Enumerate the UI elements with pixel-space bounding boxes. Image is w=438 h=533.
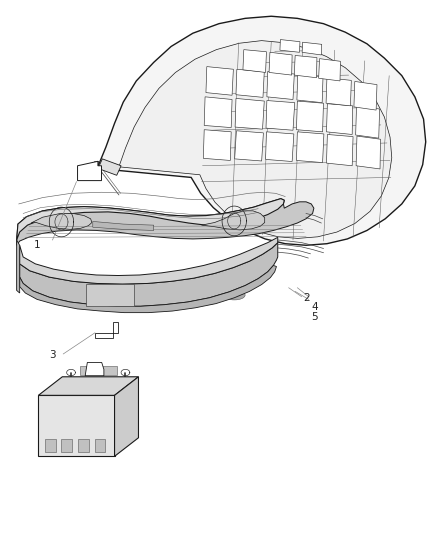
Polygon shape bbox=[97, 16, 426, 245]
Polygon shape bbox=[39, 395, 115, 456]
Polygon shape bbox=[201, 211, 265, 230]
Polygon shape bbox=[20, 265, 276, 313]
Polygon shape bbox=[206, 67, 233, 95]
Polygon shape bbox=[297, 75, 323, 103]
Polygon shape bbox=[20, 237, 278, 284]
Bar bbox=[86, 284, 134, 306]
Text: 2: 2 bbox=[303, 293, 310, 303]
Ellipse shape bbox=[41, 291, 67, 303]
Polygon shape bbox=[269, 52, 292, 75]
Polygon shape bbox=[115, 377, 138, 456]
Polygon shape bbox=[235, 131, 263, 161]
Polygon shape bbox=[236, 69, 264, 98]
Polygon shape bbox=[326, 134, 353, 166]
Polygon shape bbox=[266, 101, 295, 130]
Polygon shape bbox=[17, 199, 314, 245]
Polygon shape bbox=[235, 99, 264, 129]
Polygon shape bbox=[326, 78, 351, 106]
Polygon shape bbox=[119, 41, 392, 238]
Polygon shape bbox=[297, 101, 323, 132]
Polygon shape bbox=[356, 106, 380, 138]
Bar bbox=[78, 439, 89, 452]
Polygon shape bbox=[78, 161, 102, 181]
Polygon shape bbox=[39, 377, 138, 395]
Polygon shape bbox=[294, 55, 317, 78]
Polygon shape bbox=[80, 366, 117, 375]
Polygon shape bbox=[95, 322, 117, 338]
Text: 3: 3 bbox=[49, 350, 56, 360]
Polygon shape bbox=[85, 362, 104, 376]
Polygon shape bbox=[354, 82, 377, 110]
Polygon shape bbox=[20, 243, 278, 306]
Ellipse shape bbox=[72, 295, 98, 307]
Ellipse shape bbox=[165, 296, 191, 308]
Polygon shape bbox=[31, 214, 92, 229]
Bar bbox=[95, 439, 106, 452]
Bar bbox=[61, 439, 72, 452]
Ellipse shape bbox=[223, 290, 245, 300]
Polygon shape bbox=[280, 39, 300, 52]
Polygon shape bbox=[17, 199, 284, 240]
Polygon shape bbox=[297, 132, 324, 163]
Polygon shape bbox=[204, 97, 232, 127]
Ellipse shape bbox=[134, 298, 160, 310]
Text: 5: 5 bbox=[311, 311, 318, 321]
Polygon shape bbox=[267, 71, 294, 100]
Polygon shape bbox=[356, 136, 381, 169]
Ellipse shape bbox=[194, 294, 219, 305]
Polygon shape bbox=[98, 159, 121, 175]
Text: 4: 4 bbox=[311, 302, 318, 312]
Polygon shape bbox=[265, 132, 294, 161]
Polygon shape bbox=[203, 130, 231, 160]
Bar bbox=[45, 439, 56, 452]
Polygon shape bbox=[302, 42, 322, 55]
Text: 1: 1 bbox=[34, 240, 41, 250]
Ellipse shape bbox=[103, 297, 129, 309]
Polygon shape bbox=[93, 221, 154, 230]
Polygon shape bbox=[319, 59, 340, 81]
Polygon shape bbox=[326, 104, 353, 134]
Polygon shape bbox=[17, 240, 20, 293]
Polygon shape bbox=[243, 50, 266, 72]
